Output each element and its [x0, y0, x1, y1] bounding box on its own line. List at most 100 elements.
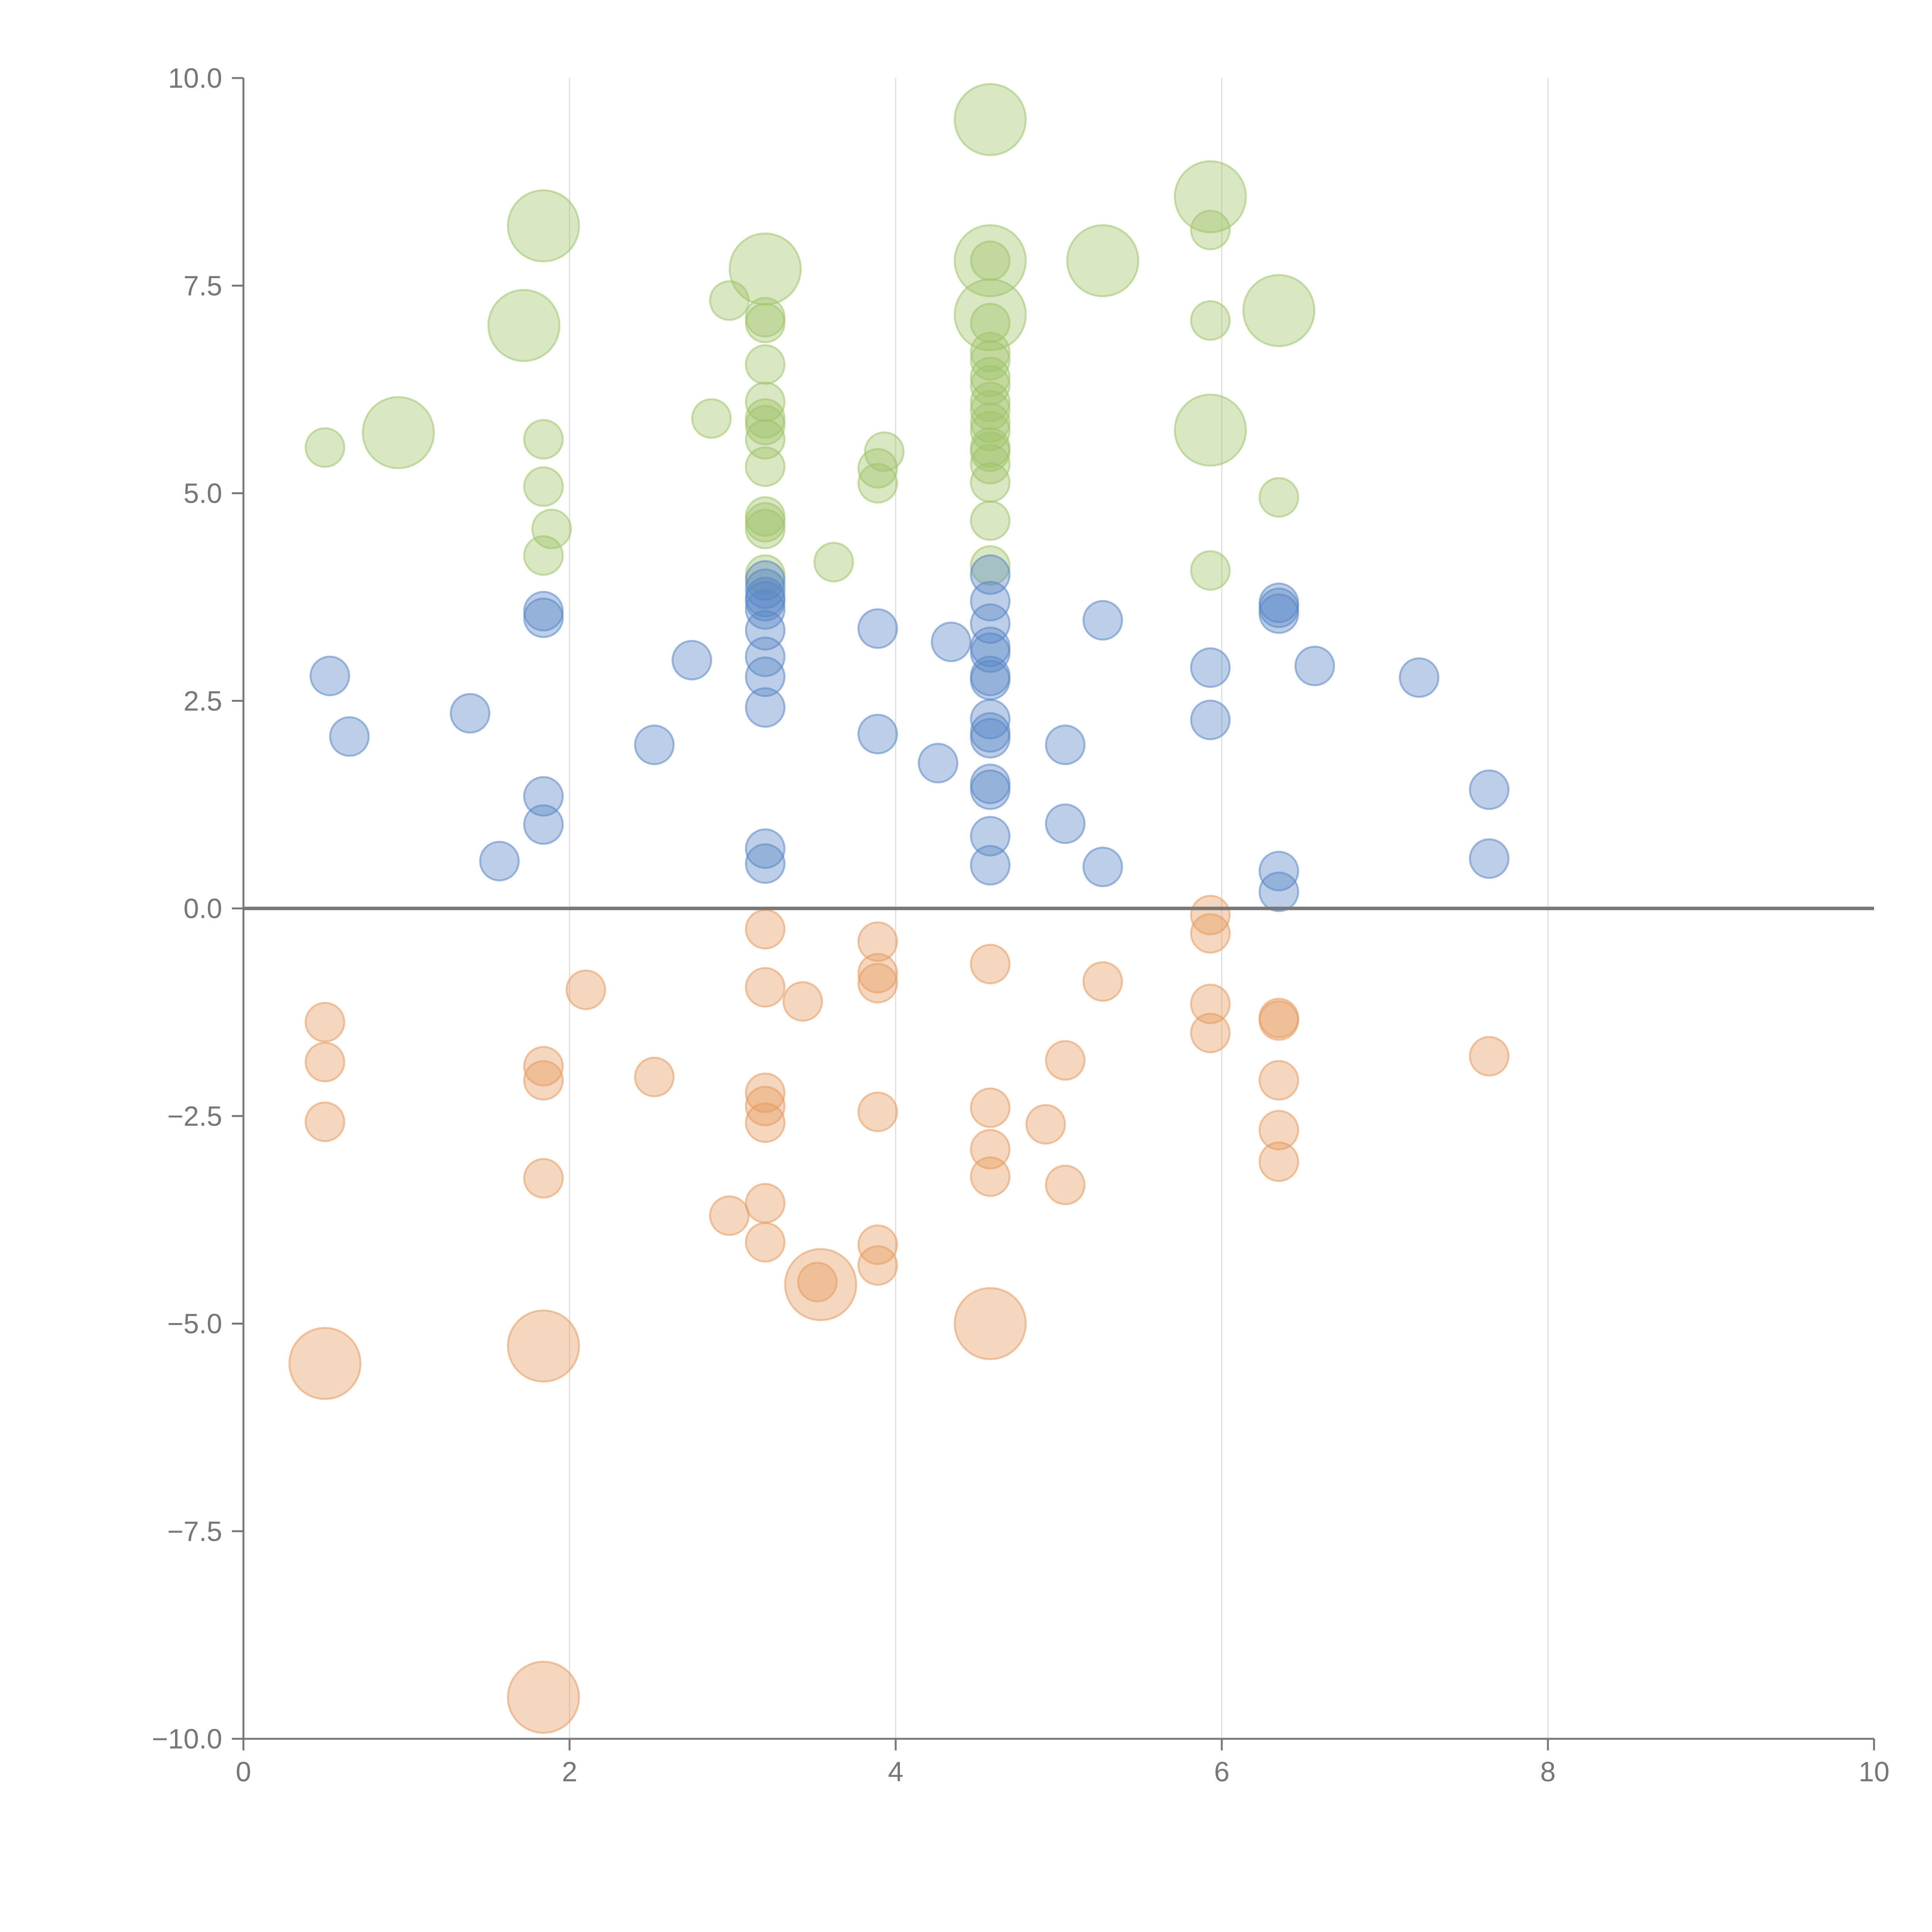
data-point-green: [970, 332, 1011, 372]
data-point-orange: [1190, 1012, 1231, 1053]
data-point-orange: [970, 1087, 1011, 1128]
data-point-blue: [745, 687, 786, 728]
data-point-green: [1190, 209, 1231, 250]
axis-layer: 0 2 4 6 8 10 10.0 7.5 5.0 2.5 0.0 −2.5 −5.0 −7.5 −10.0: [152, 63, 1889, 1787]
data-point-green: [745, 303, 786, 344]
data-point-blue: [1082, 600, 1123, 641]
data-point-blue: [970, 769, 1011, 810]
data-point-orange: [857, 921, 898, 962]
data-point-orange: [1259, 1060, 1299, 1101]
data-point-blue: [1082, 847, 1123, 888]
data-point-green: [523, 419, 564, 460]
data-point-blue: [523, 597, 564, 638]
data-point-green: [970, 381, 1011, 422]
data-point-orange: [857, 1092, 898, 1133]
data-point-orange: [288, 1327, 362, 1400]
data-point-green: [970, 402, 1011, 443]
x-tick-label: 4: [888, 1757, 903, 1787]
data-point-green: [1066, 224, 1139, 298]
data-point-orange: [304, 1101, 345, 1142]
data-point-blue: [745, 581, 786, 622]
x-tick-label: 8: [1540, 1757, 1556, 1787]
data-point-green: [691, 398, 732, 439]
data-point-orange: [857, 1245, 898, 1286]
data-point-blue: [672, 639, 712, 680]
data-point-blue: [745, 843, 786, 884]
x-tick-label: 10: [1859, 1757, 1889, 1787]
data-point-blue: [918, 743, 959, 784]
data-point-orange: [970, 944, 1011, 985]
y-tick-label: −5.0: [167, 1309, 222, 1340]
data-point-green: [970, 462, 1011, 503]
data-point-orange: [523, 1060, 564, 1101]
data-point-orange: [970, 1156, 1011, 1197]
data-point-green: [745, 405, 786, 446]
data-point-green: [507, 189, 580, 263]
data-point-green: [954, 83, 1027, 156]
data-point-green: [954, 224, 1027, 298]
data-point-green: [362, 396, 435, 469]
data-point-green: [523, 535, 564, 576]
data-point-orange: [1259, 1000, 1299, 1041]
data-point-green: [970, 545, 1011, 586]
data-point-green: [864, 431, 905, 472]
data-point-blue: [479, 841, 520, 882]
data-point-blue: [745, 828, 786, 869]
y-tick-label: 0.0: [184, 893, 222, 924]
data-point-orange: [709, 1195, 750, 1236]
data-point-orange: [745, 967, 786, 1008]
data-point-green: [970, 365, 1011, 406]
data-point-orange: [1259, 1110, 1299, 1151]
data-point-orange: [523, 1158, 564, 1199]
data-point-orange: [507, 1661, 580, 1734]
data-point-blue: [1294, 645, 1335, 686]
data-point-orange: [745, 1183, 786, 1224]
data-point-blue: [1469, 769, 1510, 810]
data-point-orange: [797, 1262, 838, 1303]
y-tick-label: −2.5: [167, 1101, 222, 1132]
data-point-orange: [745, 909, 786, 950]
data-point-green: [709, 280, 750, 321]
data-point-orange: [782, 981, 823, 1022]
data-point-blue: [970, 816, 1011, 857]
data-point-blue: [970, 660, 1011, 701]
data-point-green: [970, 303, 1011, 344]
data-point-green: [970, 357, 1011, 398]
data-point-orange: [1025, 1104, 1066, 1145]
data-point-green: [970, 240, 1011, 281]
data-point-blue: [1259, 850, 1299, 891]
data-point-blue: [970, 603, 1011, 644]
data-point-blue: [970, 581, 1011, 622]
data-point-green: [970, 340, 1011, 381]
x-tick-label: 6: [1214, 1757, 1230, 1787]
data-point-blue: [310, 655, 350, 696]
y-tick-label: −10.0: [152, 1724, 222, 1755]
data-point-green: [745, 344, 786, 385]
data-point-green: [1242, 274, 1316, 347]
y-tick-label: 2.5: [184, 686, 222, 717]
data-point-green: [745, 509, 786, 549]
data-point-orange: [1045, 1165, 1086, 1206]
data-point-green: [970, 431, 1011, 472]
data-point-blue: [1190, 699, 1231, 740]
data-point-green: [531, 509, 572, 549]
data-point-orange: [857, 1224, 898, 1265]
data-point-green: [1190, 300, 1231, 341]
x-tick-label: 2: [562, 1757, 577, 1787]
data-point-orange: [954, 1287, 1027, 1360]
data-point-green: [1190, 550, 1231, 591]
y-tick-label: 7.5: [184, 270, 222, 301]
data-point-blue: [745, 656, 786, 697]
data-point-blue: [1399, 657, 1440, 698]
data-point-blue: [745, 589, 786, 630]
data-point-blue: [745, 568, 786, 609]
data-point-green: [970, 500, 1011, 541]
x-tick-label: 0: [236, 1757, 251, 1787]
data-point-blue: [523, 776, 564, 817]
data-point-green: [304, 427, 345, 468]
data-point-green: [970, 444, 1011, 485]
y-tick-label: 10.0: [168, 63, 222, 94]
data-point-orange: [1045, 1040, 1086, 1081]
points-layer: [288, 83, 1510, 1734]
